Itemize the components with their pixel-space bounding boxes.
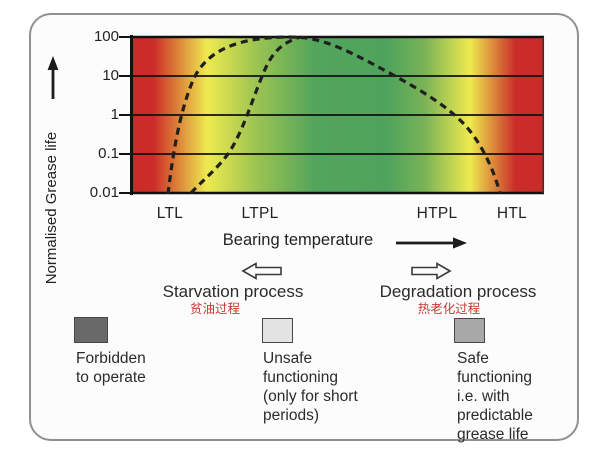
y-axis — [119, 35, 133, 195]
legend-swatch-unsafe — [262, 318, 293, 343]
y-tick-label: 100 — [93, 28, 119, 45]
grease-life-curves — [166, 35, 502, 195]
starvation-process-label-zh: 贫油过程 — [189, 302, 241, 316]
gridlines — [133, 75, 544, 155]
plot-border — [133, 35, 545, 195]
x-axis-title: Bearing temperature — [222, 231, 374, 249]
grease-life-inner-branch-curve — [189, 35, 301, 195]
y-axis-title: Normalised Grease life — [43, 131, 60, 285]
x-axis-arrow-icon — [396, 237, 467, 249]
x-tick-label-ltl: LTL — [156, 205, 184, 222]
legend-label-unsafe: Unsafe functioning (only for short perio… — [263, 350, 358, 424]
degradation-direction-arrow-icon — [411, 262, 452, 280]
y-tick-label: 0.01 — [89, 184, 119, 201]
legend-swatch-forbidden — [74, 317, 108, 343]
x-tick-label-ltpl: LTPL — [241, 205, 279, 222]
y-tick-label: 0.1 — [98, 145, 119, 162]
starvation-direction-arrow-icon — [241, 262, 282, 280]
grease-life-main-curve — [166, 35, 502, 195]
y-tick-label: 10 — [102, 67, 119, 84]
starvation-process-label: Starvation process — [162, 282, 304, 301]
degradation-process-label: Degradation process — [379, 282, 537, 301]
legend-swatch-safe — [454, 318, 485, 343]
x-tick-label-htl: HTL — [496, 205, 528, 222]
x-tick-label-htpl: HTPL — [416, 205, 458, 222]
y-tick-label: 1 — [110, 106, 119, 123]
y-axis-arrow-icon — [47, 56, 59, 99]
degradation-process-label-zh: 热老化过程 — [417, 302, 481, 316]
legend-label-safe: Safe functioning i.e. with predictable g… — [457, 350, 533, 443]
legend-label-forbidden: Forbidden to operate — [76, 350, 146, 386]
